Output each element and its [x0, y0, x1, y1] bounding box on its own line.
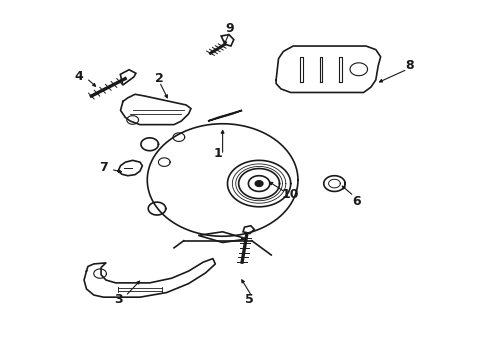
- Polygon shape: [255, 181, 263, 186]
- Text: 10: 10: [282, 188, 299, 201]
- Text: 4: 4: [75, 70, 83, 83]
- Text: 5: 5: [244, 293, 253, 306]
- Text: 6: 6: [351, 195, 360, 208]
- Text: 8: 8: [405, 59, 413, 72]
- Text: 9: 9: [225, 22, 234, 35]
- Text: 2: 2: [155, 72, 163, 85]
- Text: 7: 7: [99, 161, 108, 174]
- Text: 3: 3: [114, 293, 122, 306]
- Text: 1: 1: [213, 147, 222, 160]
